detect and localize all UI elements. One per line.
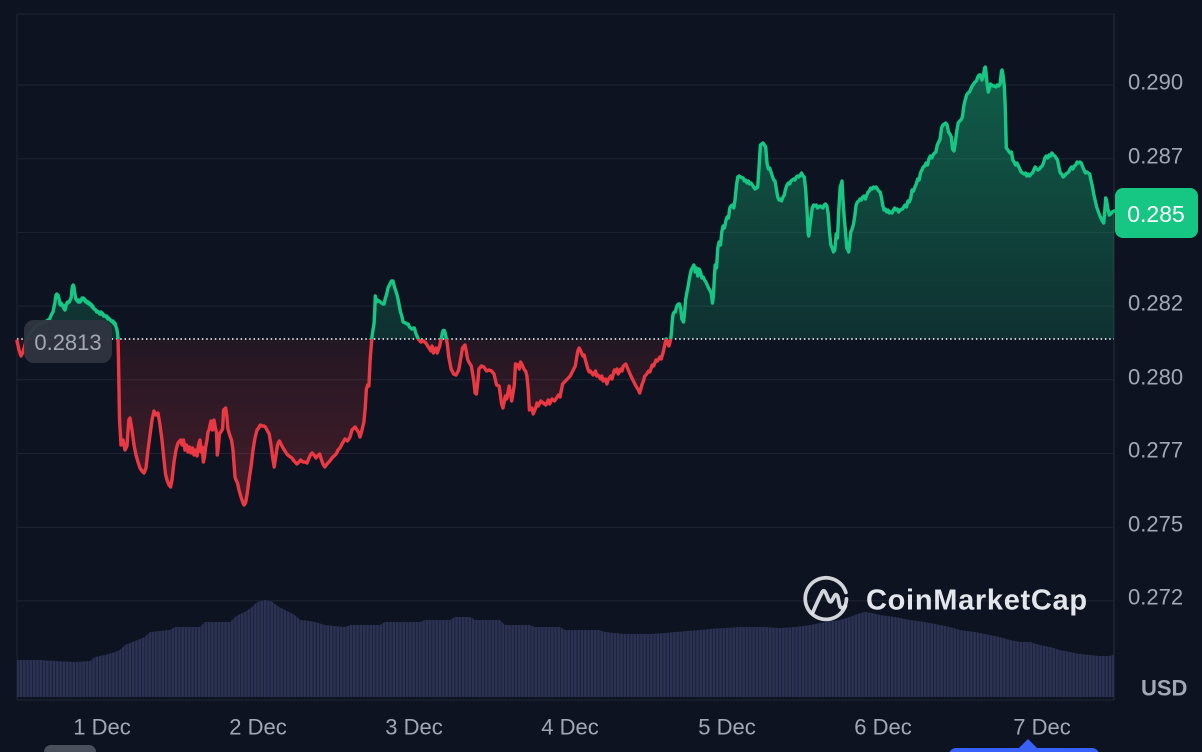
svg-text:0.280: 0.280 (1128, 365, 1183, 390)
svg-text:CoinMarketCap: CoinMarketCap (866, 585, 1088, 617)
svg-text:0.290: 0.290 (1128, 70, 1183, 95)
svg-text:7 Dec: 7 Dec (1013, 715, 1070, 740)
svg-text:0.287: 0.287 (1128, 144, 1183, 169)
svg-text:1 Dec: 1 Dec (73, 715, 130, 740)
svg-text:0.2813: 0.2813 (34, 330, 101, 355)
svg-text:5 Dec: 5 Dec (698, 715, 755, 740)
svg-text:3 Dec: 3 Dec (385, 715, 442, 740)
svg-text:0.272: 0.272 (1128, 585, 1183, 610)
svg-text:6 Dec: 6 Dec (854, 715, 911, 740)
svg-text:0.285: 0.285 (1127, 201, 1185, 227)
svg-text:4 Dec: 4 Dec (541, 715, 598, 740)
svg-text:2 Dec: 2 Dec (229, 715, 286, 740)
svg-text:USD: USD (1141, 676, 1187, 701)
svg-text:0.282: 0.282 (1128, 291, 1183, 316)
svg-text:0.277: 0.277 (1128, 438, 1183, 463)
svg-text:0.275: 0.275 (1128, 512, 1183, 537)
